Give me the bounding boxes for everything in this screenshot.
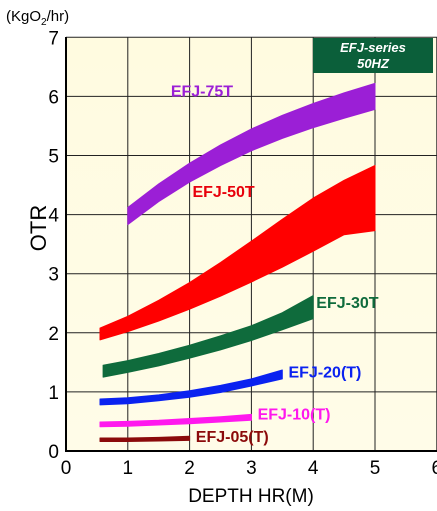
- label-efj-20-t: EFJ-20(T): [288, 365, 361, 382]
- badge-box: [313, 38, 433, 73]
- y-axis-label: OTR: [26, 205, 51, 251]
- badge-line2: 50HZ: [357, 56, 390, 71]
- label-efj-75t: EFJ-75T: [171, 83, 233, 100]
- label-efj-05-t: EFJ-05(T): [196, 429, 269, 446]
- y-tick-label: 7: [48, 28, 59, 49]
- band-efj-75t: [127, 82, 376, 226]
- band-efj-30t: [102, 295, 314, 378]
- y-unit-suffix: /hr): [47, 8, 70, 25]
- y-tick-label: 3: [48, 265, 59, 286]
- y-tick-label: 0: [48, 442, 59, 463]
- series-bands: [99, 82, 376, 442]
- band-efj-10-t: [99, 413, 252, 428]
- band-efj-50t: [99, 165, 376, 341]
- y-axis-unit: (KgO2/hr): [6, 8, 69, 28]
- y-tick-label: 1: [48, 383, 59, 404]
- band-efj-20-t: [99, 369, 283, 406]
- y-tick-label: 6: [48, 87, 59, 108]
- x-axis-label: DEPTH HR(M): [188, 486, 314, 507]
- label-efj-50t: EFJ-50T: [192, 184, 254, 201]
- y-tick-label: 5: [48, 147, 59, 168]
- x-tick-label: 3: [246, 458, 257, 479]
- x-tick-label: 4: [308, 458, 319, 479]
- series-labels: EFJ-75T EFJ-50T EFJ-30T EFJ-20(T) EFJ-10(T) E…: [171, 83, 379, 446]
- x-tick-label: 5: [370, 458, 381, 479]
- y-tick-label: 4: [48, 206, 59, 227]
- y-tick-label: 2: [48, 324, 59, 345]
- axes: [65, 37, 437, 452]
- x-tick-label: 1: [123, 458, 134, 479]
- y-unit-subscript: 2: [41, 17, 47, 28]
- x-tick-label: 2: [184, 458, 195, 479]
- tick-labels: 0 1 2 3 4 5 6 0 1 2 3 4 5 6 7: [48, 28, 437, 479]
- x-tick-label: 0: [61, 458, 72, 479]
- label-efj-10-t: EFJ-10(T): [258, 407, 331, 424]
- label-efj-30t: EFJ-30T: [316, 295, 378, 312]
- x-tick-label: 6: [432, 458, 437, 479]
- band-efj-05-t: [99, 435, 191, 442]
- badge-line1: EFJ-series: [340, 40, 406, 55]
- y-unit-prefix: (KgO: [6, 8, 41, 25]
